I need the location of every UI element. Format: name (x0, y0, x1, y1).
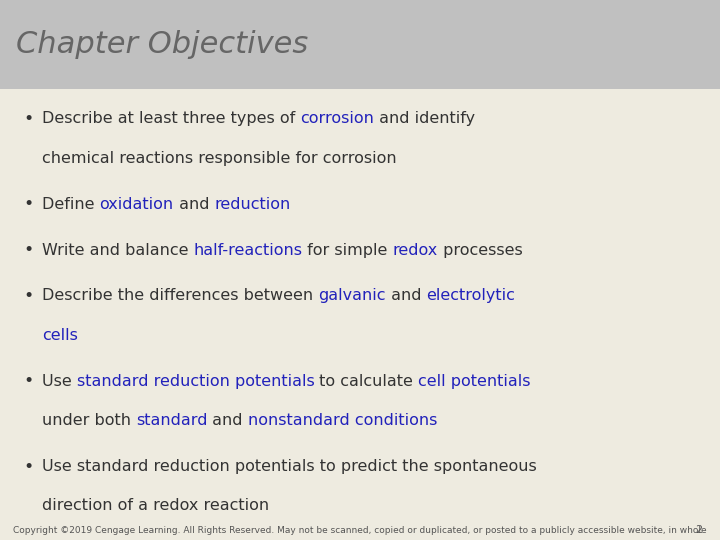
Text: Describe at least three types of: Describe at least three types of (42, 111, 300, 126)
Text: under both: under both (42, 413, 136, 428)
Text: chemical reactions responsible for corrosion: chemical reactions responsible for corro… (42, 151, 397, 166)
Text: reduction: reduction (214, 197, 290, 212)
Text: Copyright ©2019 Cengage Learning. All Rights Reserved. May not be scanned, copie: Copyright ©2019 Cengage Learning. All Ri… (13, 526, 707, 535)
Text: processes: processes (438, 242, 523, 258)
Text: cell potentials: cell potentials (418, 374, 531, 389)
Text: •: • (23, 457, 33, 476)
Text: direction of a redox reaction: direction of a redox reaction (42, 498, 269, 514)
Text: 2: 2 (695, 525, 702, 535)
Text: half-reactions: half-reactions (194, 242, 302, 258)
Text: and: and (385, 288, 426, 303)
Text: to calculate: to calculate (315, 374, 418, 389)
Text: galvanic: galvanic (318, 288, 385, 303)
Text: cells: cells (42, 328, 78, 343)
Text: and: and (174, 197, 214, 212)
Text: •: • (23, 287, 33, 305)
Text: •: • (23, 372, 33, 390)
Text: standard: standard (136, 413, 207, 428)
Text: oxidation: oxidation (99, 197, 174, 212)
Text: Chapter Objectives: Chapter Objectives (16, 30, 308, 59)
Text: •: • (23, 110, 33, 128)
Text: Use standard reduction potentials to predict the spontaneous: Use standard reduction potentials to pre… (42, 459, 536, 474)
Text: corrosion: corrosion (300, 111, 374, 126)
Text: and identify: and identify (374, 111, 475, 126)
Text: nonstandard conditions: nonstandard conditions (248, 413, 437, 428)
Text: •: • (23, 195, 33, 213)
Text: redox: redox (393, 242, 438, 258)
Text: •: • (23, 241, 33, 259)
Text: and: and (207, 413, 248, 428)
Text: standard reduction potentials: standard reduction potentials (76, 374, 315, 389)
Text: Define: Define (42, 197, 99, 212)
Text: Write and balance: Write and balance (42, 242, 194, 258)
Text: electrolytic: electrolytic (426, 288, 515, 303)
Text: Describe the differences between: Describe the differences between (42, 288, 318, 303)
Text: for simple: for simple (302, 242, 393, 258)
Text: Use: Use (42, 374, 76, 389)
FancyBboxPatch shape (0, 0, 720, 89)
